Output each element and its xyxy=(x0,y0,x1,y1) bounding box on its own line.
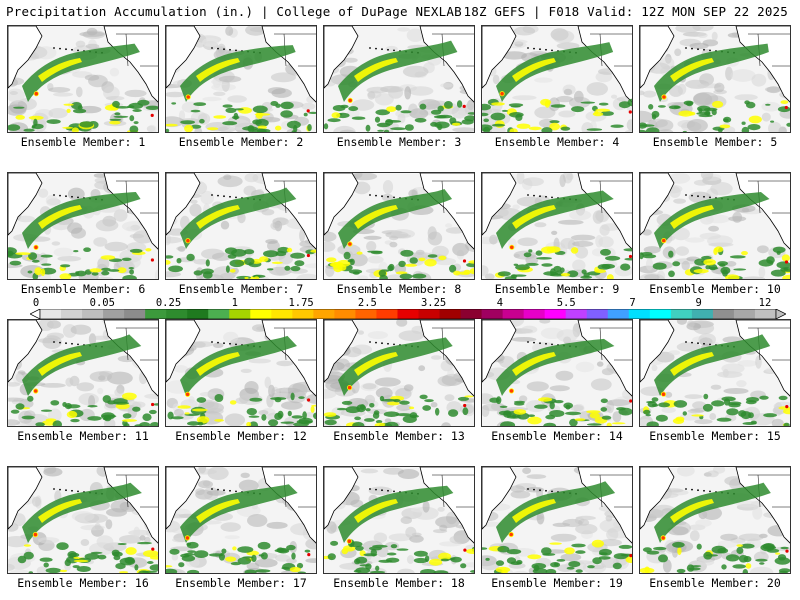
map-title: Precipitation Accumulation (in.) | Colle… xyxy=(6,4,462,19)
ensemble-member-label: Ensemble Member: 10 xyxy=(649,282,781,296)
ensemble-member-label: Ensemble Member: 1 xyxy=(20,135,146,149)
ensemble-member-label: Ensemble Member: 14 xyxy=(491,429,623,443)
colorbar-segment xyxy=(607,309,630,319)
colorbar-segment xyxy=(754,309,777,319)
ensemble-member-label: Ensemble Member: 18 xyxy=(333,576,465,590)
colorbar-segment xyxy=(292,309,314,319)
colorbar-segment xyxy=(418,309,441,319)
ensemble-member-map xyxy=(7,25,159,133)
colorbar-segment xyxy=(271,309,293,319)
colorbar-segment xyxy=(166,309,188,319)
ensemble-member-map xyxy=(323,466,475,574)
colorbar-segment xyxy=(628,309,651,319)
colorbar-tick-label: 7 xyxy=(629,297,636,309)
colorbar-arrow-right xyxy=(775,309,786,319)
ensemble-member-label: Ensemble Member: 3 xyxy=(336,135,462,149)
ensemble-member-map xyxy=(481,172,633,280)
colorbar-segment xyxy=(397,309,420,319)
ensemble-member-map xyxy=(165,319,317,427)
colorbar-tick-label: 9 xyxy=(695,297,702,309)
colorbar-segment xyxy=(439,309,462,319)
ensemble-member-map xyxy=(481,466,633,574)
ensemble-member-map xyxy=(639,25,791,133)
colorbar-segment xyxy=(187,309,209,319)
ensemble-member-label: Ensemble Member: 4 xyxy=(494,135,620,149)
colorbar-segment xyxy=(355,309,377,319)
colorbar-arrow-left xyxy=(30,309,41,319)
ensemble-member-map xyxy=(7,319,159,427)
ensemble-member-label: Ensemble Member: 13 xyxy=(333,429,465,443)
colorbar-segment xyxy=(82,309,104,319)
ensemble-member-map xyxy=(323,25,475,133)
ensemble-member-map xyxy=(481,25,633,133)
ensemble-member-map xyxy=(165,25,317,133)
ensemble-member-label: Ensemble Member: 17 xyxy=(175,576,307,590)
colorbar-segment xyxy=(40,309,62,319)
colorbar-segment xyxy=(565,309,588,319)
colorbar-segment xyxy=(61,309,83,319)
ensemble-member-label: Ensemble Member: 16 xyxy=(17,576,149,590)
ensemble-member-label: Ensemble Member: 15 xyxy=(649,429,781,443)
colorbar-segment xyxy=(670,309,693,319)
colorbar-tick-label: 1.75 xyxy=(288,297,314,309)
colorbar-segment xyxy=(376,309,398,319)
colorbar-segment xyxy=(523,309,546,319)
ensemble-member-label: Ensemble Member: 5 xyxy=(652,135,778,149)
ensemble-member-map xyxy=(7,466,159,574)
ensemble-member-map xyxy=(323,172,475,280)
ensemble-member-label: Ensemble Member: 8 xyxy=(336,282,462,296)
ensemble-member-map xyxy=(165,172,317,280)
colorbar-segment xyxy=(649,309,672,319)
ensemble-member-label: Ensemble Member: 19 xyxy=(491,576,623,590)
colorbar-segment xyxy=(712,309,735,319)
ensemble-member-label: Ensemble Member: 11 xyxy=(17,429,149,443)
colorbar-segment xyxy=(544,309,567,319)
colorbar-tick-label: 0.05 xyxy=(89,297,115,309)
ensemble-member-map xyxy=(7,172,159,280)
ensemble-member-map xyxy=(165,466,317,574)
colorbar-segment xyxy=(733,309,756,319)
colorbar-tick-label: 3.25 xyxy=(420,297,447,309)
colorbar-segment xyxy=(691,309,714,319)
colorbar-tick-label: 12 xyxy=(758,297,772,309)
colorbar-segment xyxy=(103,309,125,319)
colorbar-tick-label: 1 xyxy=(231,297,238,309)
colorbar-segment xyxy=(502,309,525,319)
colorbar-segment xyxy=(250,309,272,319)
ensemble-member-label: Ensemble Member: 9 xyxy=(494,282,620,296)
colorbar-tick-label: 2.5 xyxy=(357,297,377,309)
colorbar-segment xyxy=(586,309,609,319)
colorbar-segment xyxy=(334,309,356,319)
colorbar-segment xyxy=(208,309,230,319)
colorbar-tick-label: 0 xyxy=(32,297,40,309)
ensemble-member-map xyxy=(639,172,791,280)
ensemble-member-map xyxy=(481,319,633,427)
colorbar-segment xyxy=(313,309,335,319)
colorbar-tick-label: 4 xyxy=(496,297,504,309)
ensemble-member-map xyxy=(639,466,791,574)
ensemble-member-map xyxy=(639,319,791,427)
colorbar-tick-label: 5.5 xyxy=(556,297,576,309)
ensemble-member-map xyxy=(323,319,475,427)
colorbar-segment xyxy=(229,309,251,319)
ensemble-member-label: Ensemble Member: 20 xyxy=(649,576,781,590)
colorbar xyxy=(30,309,786,319)
ensemble-member-label: Ensemble Member: 2 xyxy=(178,135,304,149)
ensemble-member-label: Ensemble Member: 12 xyxy=(175,429,307,443)
valid-time-label: 18Z GEFS | F018 Valid: 12Z MON SEP 22 20… xyxy=(463,4,788,19)
ensemble-member-label: Ensemble Member: 7 xyxy=(178,282,304,296)
colorbar-segment xyxy=(145,309,167,319)
colorbar-segment xyxy=(481,309,504,319)
colorbar-segment xyxy=(460,309,483,319)
colorbar-tick-label: 0.25 xyxy=(155,297,182,309)
ensemble-member-label: Ensemble Member: 6 xyxy=(20,282,146,296)
colorbar-segment xyxy=(124,309,146,319)
